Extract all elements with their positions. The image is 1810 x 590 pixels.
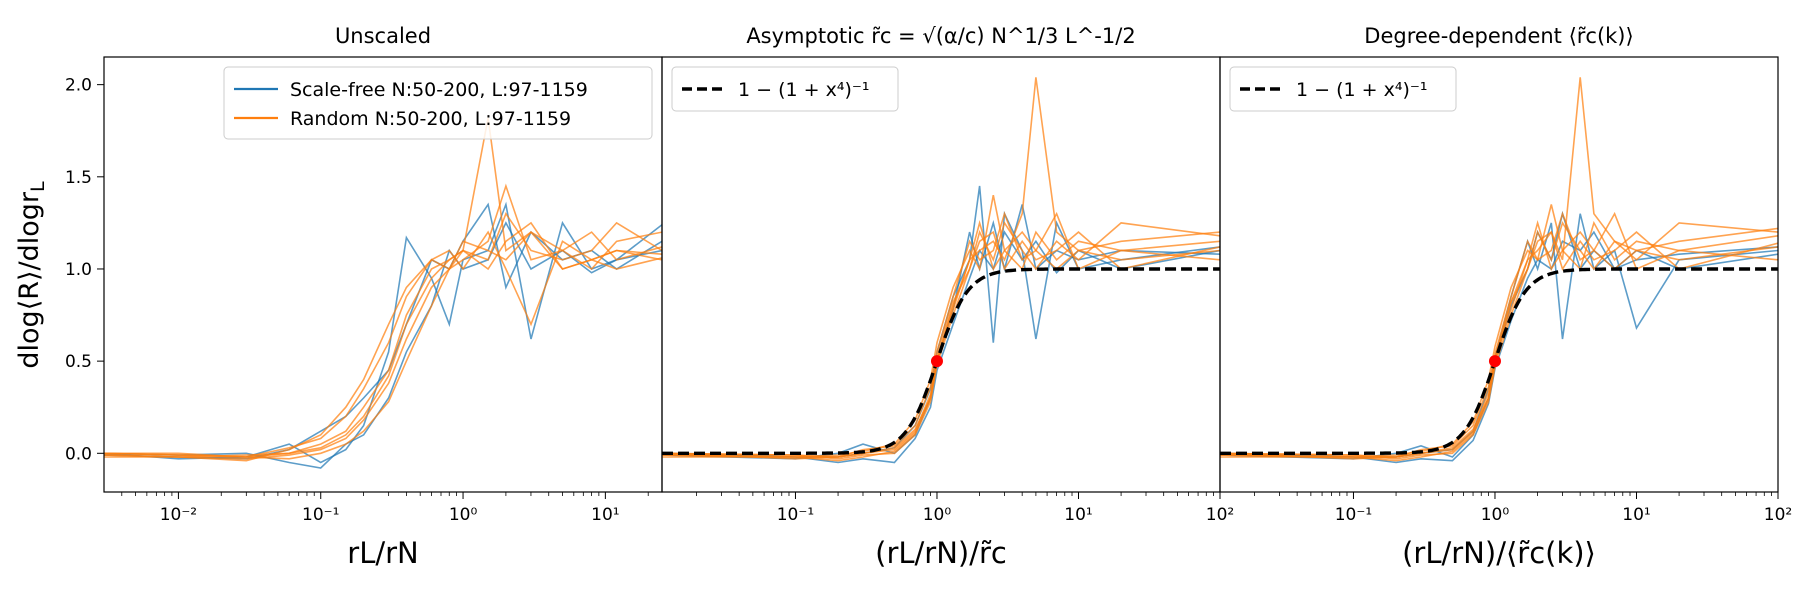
chart-panel-3: Degree-dependent ⟨r̃c(k)⟩ 10⁻¹ 10⁰ 10¹ 10² (r… — [1219, 24, 1792, 570]
legend-label: Random N:50-200, L:97-1159 — [290, 108, 571, 130]
x-tick-label: 10⁻² — [160, 505, 197, 525]
x-tick-label: 10⁻¹ — [777, 505, 814, 525]
series-group — [104, 117, 662, 469]
panel-title: Asymptotic r̃c = √(α/c) N^1/3 L^-1/2 — [746, 24, 1135, 48]
x-tick-label: 10⁰ — [923, 505, 952, 525]
x-tick-label: 10² — [1764, 505, 1792, 525]
y-tick-label: 1.0 — [65, 260, 92, 280]
series-line — [662, 195, 1220, 458]
midpoint-marker — [1488, 355, 1501, 368]
x-tick-label: 10¹ — [1064, 505, 1092, 525]
chart-panel-2: Asymptotic r̃c = √(α/c) N^1/3 L^-1/2 10⁻¹… — [661, 24, 1234, 570]
chart-panel-1: Unscaled 10⁻² 10⁻¹ 10⁰ 10¹ 0.0 0.5 1.0 1.5 2.0 rL/… — [65, 24, 663, 570]
x-axis-label: rL/rN — [347, 536, 418, 570]
y-tick-label: 1.5 — [65, 168, 92, 188]
legend-box — [671, 66, 899, 112]
y-axis-label: dlog⟨R⟩/dlogrL — [14, 181, 49, 369]
series-line — [662, 211, 1220, 458]
x-axis-label: (rL/rN)/r̃c — [875, 536, 1007, 570]
legend-label: Scale-free N:50-200, L:97-1159 — [290, 79, 588, 101]
x-tick-label: 10¹ — [591, 505, 619, 525]
reference-curve — [1220, 267, 1778, 455]
panel-title: Degree-dependent ⟨r̃c(k)⟩ — [1364, 24, 1633, 48]
series-line — [104, 211, 662, 458]
legend-box — [223, 66, 653, 140]
series-line — [104, 201, 662, 464]
series-line — [1220, 211, 1778, 458]
series-line — [104, 230, 662, 458]
series-line — [1220, 213, 1778, 458]
x-tick-label: 10⁻¹ — [1335, 505, 1372, 525]
series-line — [1220, 210, 1778, 460]
panel-title: Unscaled — [335, 24, 431, 48]
x-tick-label: 10⁰ — [449, 505, 478, 525]
series-line — [104, 231, 662, 462]
x-axis-label: (rL/rN)/⟨r̃c(k)⟩ — [1402, 536, 1596, 570]
plot-frame — [1219, 56, 1779, 493]
legend-box — [1229, 66, 1457, 112]
legend-label: 1 − (1 + x⁴)⁻¹ — [1296, 79, 1428, 101]
series-line — [104, 221, 662, 460]
legend: 1 − (1 + x⁴)⁻¹ — [671, 66, 899, 112]
series-line — [662, 185, 1220, 458]
series-line — [104, 183, 662, 460]
midpoint-marker — [930, 355, 943, 368]
series-line — [662, 230, 1220, 464]
series-group — [1220, 77, 1778, 464]
plot-frame — [661, 56, 1221, 493]
series-line — [1220, 204, 1778, 458]
legend: 1 − (1 + x⁴)⁻¹ — [1229, 66, 1457, 112]
legend-label: 1 − (1 + x⁴)⁻¹ — [738, 79, 870, 101]
x-tick-label: 10² — [1206, 505, 1234, 525]
reference-curve — [662, 267, 1220, 455]
legend: Scale-free N:50-200, L:97-1159 Random N:5… — [223, 66, 653, 140]
x-tick-label: 10¹ — [1622, 505, 1650, 525]
x-tick-label: 10⁻¹ — [302, 505, 339, 525]
series-line — [662, 77, 1220, 458]
series-line — [104, 202, 662, 460]
series-group — [662, 77, 1220, 464]
y-tick-label: 2.0 — [65, 76, 92, 96]
panels: Unscaled 10⁻² 10⁻¹ 10⁰ 10¹ 0.0 0.5 1.0 1.5 2.0 rL/… — [65, 24, 1792, 570]
y-tick-label: 0.5 — [65, 352, 92, 372]
x-tick-label: 10⁰ — [1481, 505, 1510, 525]
y-tick-label: 0.0 — [65, 444, 92, 464]
